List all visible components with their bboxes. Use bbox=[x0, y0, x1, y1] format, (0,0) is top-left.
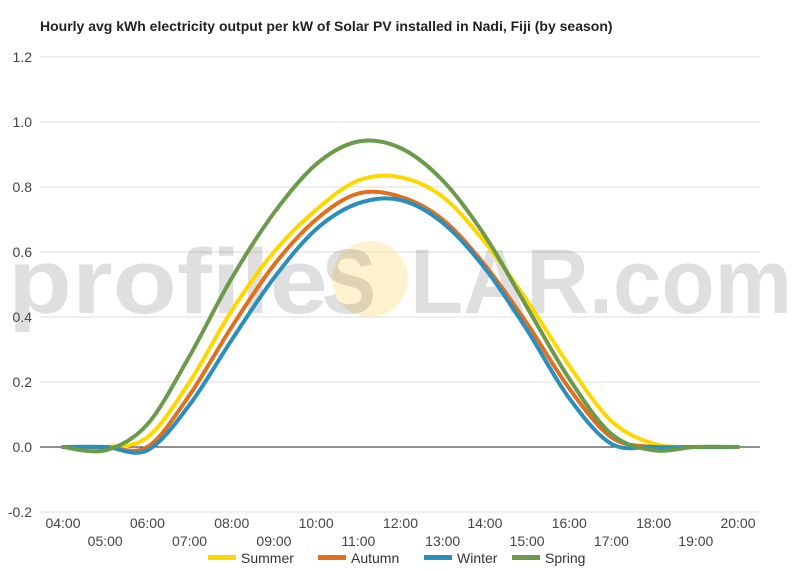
x-tick-label: 12:00 bbox=[383, 515, 418, 531]
legend-label-winter: Winter bbox=[457, 550, 498, 566]
y-tick-label: 0.6 bbox=[13, 244, 33, 260]
y-tick-label: 0.0 bbox=[13, 439, 33, 455]
x-tick-label: 15:00 bbox=[510, 533, 545, 549]
watermark: profile S LAR.com bbox=[8, 231, 792, 333]
x-tick-label: 10:00 bbox=[299, 515, 334, 531]
chart-title: Hourly avg kWh electricity output per kW… bbox=[40, 18, 613, 34]
x-tick-label: 17:00 bbox=[594, 533, 629, 549]
legend-swatch-spring bbox=[512, 555, 540, 560]
y-tick-label: 0.2 bbox=[13, 374, 33, 390]
x-tick-label: 11:00 bbox=[341, 533, 375, 549]
y-tick-label: 1.0 bbox=[13, 114, 33, 130]
series-line-winter bbox=[61, 196, 740, 455]
x-tick-label: 07:00 bbox=[172, 533, 207, 549]
y-tick-label: 0.4 bbox=[13, 309, 33, 325]
x-tick-label: 16:00 bbox=[552, 515, 587, 531]
legend-swatch-autumn bbox=[318, 555, 346, 560]
series-lines bbox=[61, 138, 740, 455]
legend-label-summer: Summer bbox=[241, 550, 294, 566]
x-tick-label: 20:00 bbox=[720, 515, 755, 531]
x-tick-label: 05:00 bbox=[88, 533, 123, 549]
x-axis-ticks: 04:00 05:00 06:00 07:00 08:00 09:00 10:00 11:00… bbox=[45, 515, 755, 549]
series-line-summer bbox=[61, 173, 740, 450]
legend: Summer Autumn Winter Spring bbox=[208, 550, 585, 566]
x-tick-label: 18:00 bbox=[636, 515, 671, 531]
legend-label-spring: Spring bbox=[545, 550, 585, 566]
y-tick-label: -0.2 bbox=[8, 504, 32, 520]
x-tick-label: 09:00 bbox=[256, 533, 291, 549]
legend-swatch-winter bbox=[424, 555, 452, 560]
watermark-sun-icon bbox=[332, 241, 408, 317]
watermark-text-left: profile bbox=[8, 231, 328, 333]
legend-swatch-summer bbox=[208, 555, 236, 560]
y-tick-label: 0.8 bbox=[13, 179, 33, 195]
x-tick-label: 08:00 bbox=[214, 515, 249, 531]
x-tick-label: 14:00 bbox=[467, 515, 502, 531]
x-tick-label: 19:00 bbox=[678, 533, 713, 549]
series-line-spring bbox=[61, 138, 740, 454]
y-tick-label: 1.2 bbox=[13, 49, 33, 65]
y-axis-ticks: 1.2 1.0 0.8 0.6 0.4 0.2 0.0 -0.2 bbox=[8, 49, 32, 520]
watermark-text-s: S bbox=[322, 231, 376, 333]
x-tick-label: 13:00 bbox=[425, 533, 460, 549]
x-tick-label: 06:00 bbox=[130, 515, 165, 531]
watermark-text-right: LAR.com bbox=[410, 231, 792, 333]
x-tick-label: 04:00 bbox=[45, 515, 80, 531]
legend-label-autumn: Autumn bbox=[351, 550, 399, 566]
